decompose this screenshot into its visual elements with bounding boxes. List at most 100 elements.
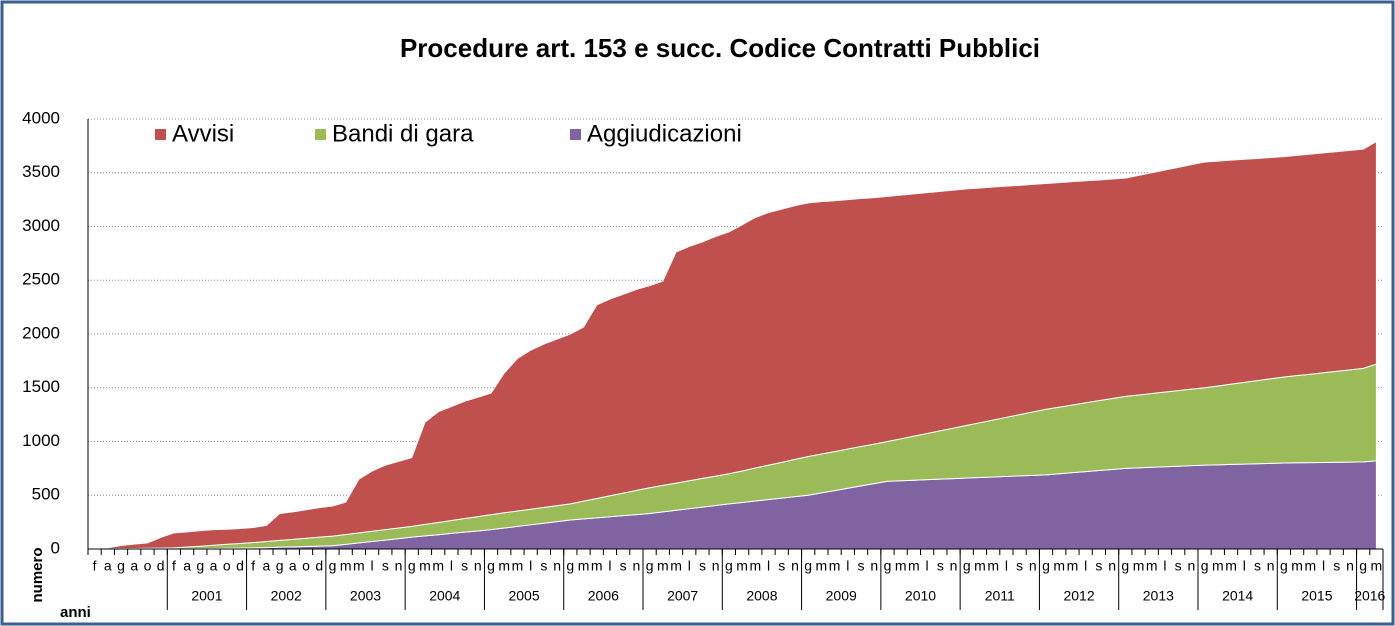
x-tick-label: m bbox=[578, 558, 590, 574]
x-tick-label: m bbox=[736, 558, 748, 574]
x-tick-label: s bbox=[937, 558, 944, 574]
x-axis-label: anni bbox=[60, 604, 91, 621]
x-tick-label: n bbox=[632, 558, 640, 574]
x-tick-label: m bbox=[657, 558, 669, 574]
y-tick-label: 3000 bbox=[22, 216, 60, 235]
x-tick-label: n bbox=[553, 558, 561, 574]
y-tick-label: 500 bbox=[32, 485, 60, 504]
x-tick-label: l bbox=[371, 558, 374, 574]
chart-title: Procedure art. 153 e succ. Codice Contra… bbox=[400, 33, 1040, 63]
x-tick-label: m bbox=[432, 558, 444, 574]
y-tick-label: 3500 bbox=[22, 162, 60, 181]
x-tick-label: n bbox=[870, 558, 878, 574]
x-tick-label: m bbox=[908, 558, 920, 574]
x-tick-label: g bbox=[804, 558, 812, 574]
x-tick-label: s bbox=[461, 558, 468, 574]
x-tick-label: l bbox=[1322, 558, 1325, 574]
x-tick-label: d bbox=[315, 558, 323, 574]
year-label: 2010 bbox=[905, 588, 936, 604]
x-tick-label: g bbox=[566, 558, 574, 574]
x-tick-label: m bbox=[1067, 558, 1079, 574]
x-tick-label: s bbox=[1333, 558, 1340, 574]
legend-label: Avvisi bbox=[172, 120, 234, 147]
x-tick-label: n bbox=[712, 558, 720, 574]
x-tick-label: g bbox=[117, 558, 125, 574]
legend-swatch bbox=[155, 129, 166, 140]
year-label: 2016 bbox=[1354, 588, 1385, 604]
y-axis-label: numero bbox=[29, 547, 46, 602]
year-label: 2013 bbox=[1143, 588, 1174, 604]
year-label: 2014 bbox=[1222, 588, 1253, 604]
x-tick-label: f bbox=[172, 558, 176, 574]
x-tick-label: m bbox=[591, 558, 603, 574]
x-tick-label: m bbox=[1053, 558, 1065, 574]
x-tick-label: g bbox=[646, 558, 654, 574]
x-tick-label: l bbox=[926, 558, 929, 574]
x-tick-label: l bbox=[529, 558, 532, 574]
x-tick-label: m bbox=[670, 558, 682, 574]
x-tick-label: a bbox=[289, 558, 297, 574]
x-tick-label: n bbox=[395, 558, 403, 574]
x-tick-label: g bbox=[1042, 558, 1050, 574]
year-label: 2001 bbox=[191, 588, 222, 604]
x-tick-label: n bbox=[1187, 558, 1195, 574]
x-tick-label: g bbox=[487, 558, 495, 574]
year-label: 2008 bbox=[746, 588, 777, 604]
y-tick-label: 2500 bbox=[22, 270, 60, 289]
x-tick-label: g bbox=[1121, 558, 1129, 574]
x-tick-label: m bbox=[816, 558, 828, 574]
x-tick-label: o bbox=[223, 558, 231, 574]
x-tick-label: f bbox=[251, 558, 255, 574]
x-tick-label: g bbox=[196, 558, 204, 574]
area bbox=[94, 140, 1377, 550]
x-tick-label: m bbox=[498, 558, 510, 574]
x-tick-label: n bbox=[1346, 558, 1354, 574]
y-tick-label: 0 bbox=[51, 538, 60, 557]
year-label: 2015 bbox=[1301, 588, 1332, 604]
year-label: 2012 bbox=[1063, 588, 1094, 604]
x-tick-label: l bbox=[846, 558, 849, 574]
y-tick-label: 2000 bbox=[22, 323, 60, 342]
x-tick-label: m bbox=[1146, 558, 1158, 574]
legend-swatch bbox=[570, 129, 581, 140]
x-tick-label: o bbox=[144, 558, 152, 574]
legend-swatch bbox=[315, 129, 326, 140]
x-tick-label: m bbox=[1291, 558, 1303, 574]
x-tick-label: m bbox=[353, 558, 365, 574]
year-label: 2009 bbox=[826, 588, 857, 604]
x-tick-label: s bbox=[620, 558, 627, 574]
x-tick-label: o bbox=[302, 558, 310, 574]
x-tick-label: m bbox=[512, 558, 524, 574]
x-tick-label: g bbox=[884, 558, 892, 574]
year-label: 2003 bbox=[350, 588, 381, 604]
x-tick-label: l bbox=[1005, 558, 1008, 574]
x-tick-label: n bbox=[1267, 558, 1275, 574]
x-tick-label: m bbox=[829, 558, 841, 574]
legend-label: Aggiudicazioni bbox=[587, 120, 742, 147]
x-tick-label: g bbox=[1280, 558, 1288, 574]
x-tick-label: a bbox=[130, 558, 138, 574]
x-tick-label: l bbox=[1084, 558, 1087, 574]
x-tick-label: s bbox=[858, 558, 865, 574]
x-tick-label: s bbox=[1016, 558, 1023, 574]
x-tick-label: s bbox=[382, 558, 389, 574]
y-tick-label: 1500 bbox=[22, 377, 60, 396]
x-tick-label: g bbox=[1201, 558, 1209, 574]
year-label: 2006 bbox=[588, 588, 619, 604]
x-tick-label: m bbox=[1371, 558, 1383, 574]
x-tick-label: l bbox=[608, 558, 611, 574]
x-tick-label: m bbox=[1212, 558, 1224, 574]
year-label: 2011 bbox=[985, 588, 1015, 604]
x-tick-label: a bbox=[104, 558, 112, 574]
x-tick-label: m bbox=[1133, 558, 1145, 574]
year-label: 2004 bbox=[429, 588, 460, 604]
x-tick-label: l bbox=[688, 558, 691, 574]
x-tick-label: g bbox=[276, 558, 284, 574]
x-tick-label: m bbox=[419, 558, 431, 574]
x-tick-label: a bbox=[183, 558, 191, 574]
x-tick-label: g bbox=[408, 558, 416, 574]
year-label: 2007 bbox=[667, 588, 698, 604]
x-tick-label: g bbox=[329, 558, 337, 574]
x-tick-label: g bbox=[1359, 558, 1367, 574]
